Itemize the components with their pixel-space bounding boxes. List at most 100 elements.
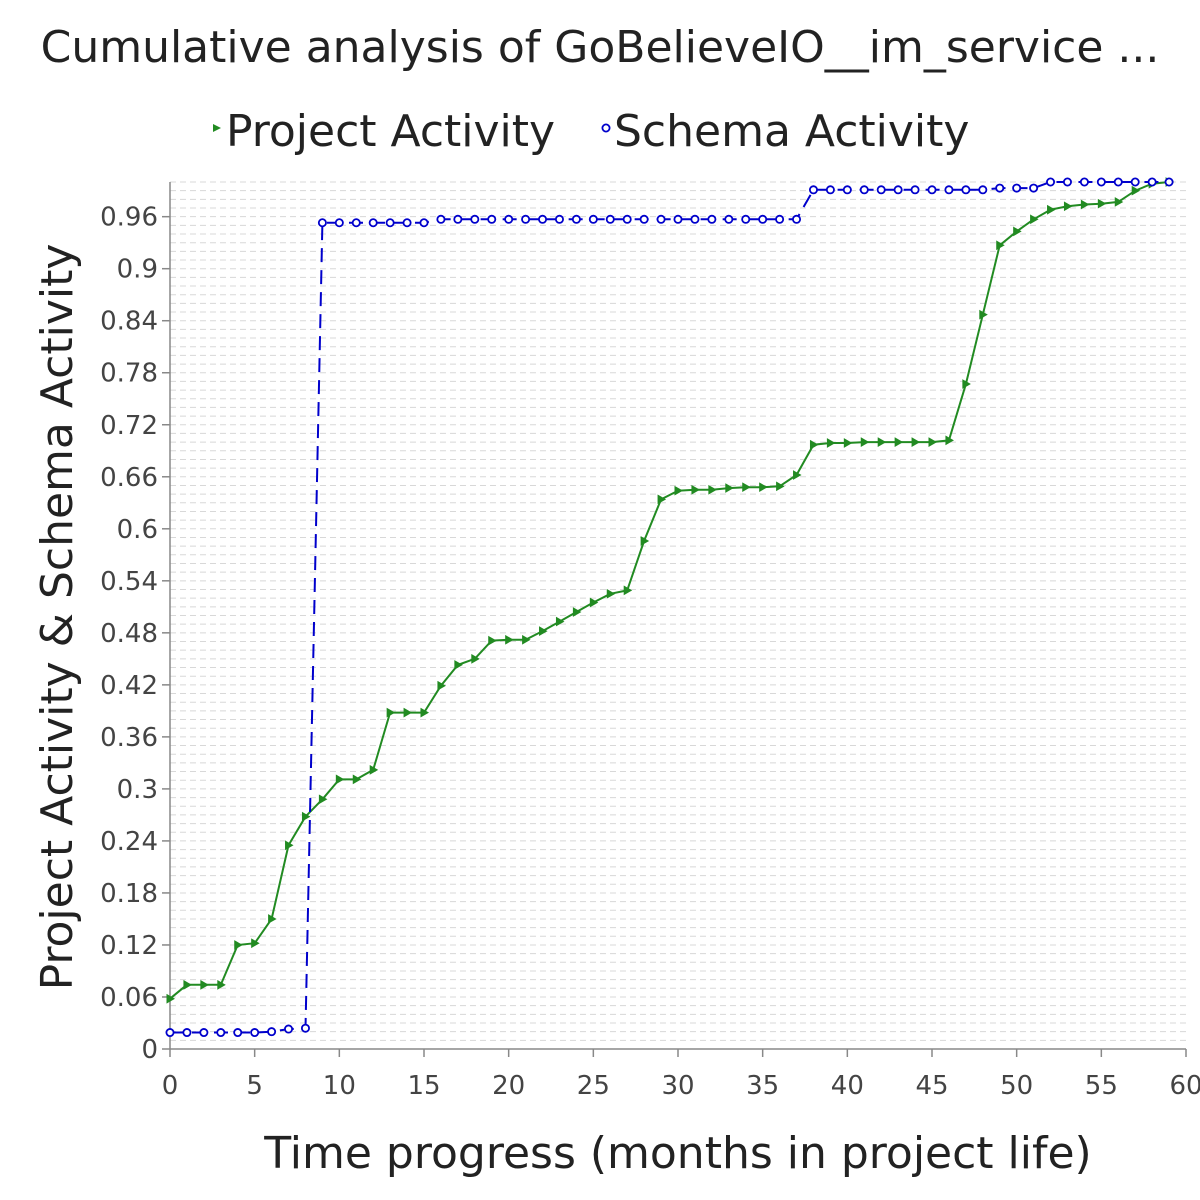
data-point-project-activity (369, 764, 379, 775)
data-point-schema-activity (267, 1027, 277, 1037)
data-point-project-activity (809, 439, 819, 450)
data-point-schema-activity (300, 1023, 310, 1033)
data-point-schema-activity (707, 214, 717, 224)
y-tick-label: 0.84 (100, 307, 158, 337)
data-point-schema-activity (656, 214, 666, 224)
data-point-project-activity (1063, 201, 1073, 212)
grid (170, 181, 1186, 1050)
data-point-project-activity (386, 707, 396, 718)
data-point-schema-activity (351, 218, 361, 228)
data-point-schema-activity (724, 214, 734, 224)
data-point-schema-activity (825, 185, 835, 195)
data-point-project-activity (183, 979, 192, 990)
series-layer (165, 177, 1175, 1038)
data-point-schema-activity (1012, 183, 1022, 193)
data-point-schema-activity (1164, 177, 1174, 187)
y-tick-label: 0.12 (100, 931, 158, 961)
y-tick-label: 0.18 (100, 879, 158, 909)
data-point-project-activity (911, 437, 921, 447)
data-point-schema-activity (385, 218, 395, 228)
x-axis-title: Time progress (months in project life) (263, 1128, 1091, 1179)
data-point-schema-activity (368, 218, 378, 228)
data-point-schema-activity (182, 1028, 192, 1038)
data-point-project-activity (657, 494, 667, 505)
y-tick-label: 0 (141, 1035, 158, 1065)
data-point-schema-activity (1046, 177, 1056, 187)
data-point-project-activity (945, 435, 954, 446)
data-point-schema-activity (1062, 177, 1072, 187)
y-tick-label: 0.3 (117, 775, 158, 805)
y-tick-label: 0.06 (100, 983, 158, 1013)
y-tick-label: 0.66 (100, 463, 158, 493)
legend-marker-project-activity (213, 124, 221, 132)
data-point-project-activity (860, 437, 870, 447)
data-point-schema-activity (334, 218, 344, 228)
data-point-project-activity (318, 794, 328, 805)
legend-label-project-activity: Project Activity (226, 106, 555, 157)
data-point-schema-activity (876, 185, 886, 195)
data-point-schema-activity (775, 214, 785, 224)
data-point-project-activity (894, 437, 904, 447)
data-point-project-activity (572, 607, 582, 617)
data-point-project-activity (217, 979, 226, 990)
data-point-schema-activity (233, 1028, 243, 1038)
data-point-project-activity (1131, 185, 1141, 196)
data-point-schema-activity (436, 214, 446, 224)
x-tick-label: 10 (323, 1071, 356, 1101)
data-point-schema-activity (792, 214, 802, 224)
data-point-project-activity (623, 585, 633, 596)
data-point-schema-activity (1079, 177, 1089, 187)
data-point-project-activity (826, 438, 836, 448)
x-tick-label: 40 (831, 1071, 864, 1101)
data-point-project-activity (268, 914, 277, 924)
data-point-project-activity (403, 707, 413, 718)
x-tick-label: 60 (1169, 1071, 1200, 1101)
y-axis-ticks: 0 0.06 0.12 0.18 0.24 0.3 0.36 0.42 0.48 0.54 0.6 0… (100, 203, 170, 1065)
data-point-schema-activity (893, 185, 903, 195)
y-tick-label: 0.96 (100, 203, 158, 233)
data-point-schema-activity (1113, 177, 1123, 187)
data-point-schema-activity (639, 214, 649, 224)
data-point-project-activity (725, 483, 734, 493)
data-point-project-activity (776, 481, 785, 492)
data-point-project-activity (539, 626, 548, 636)
data-point-schema-activity (758, 214, 768, 224)
data-point-schema-activity (961, 185, 971, 195)
data-point-project-activity (420, 707, 430, 718)
data-point-project-activity (1080, 199, 1090, 210)
data-point-schema-activity (690, 214, 700, 224)
data-point-project-activity (928, 437, 938, 447)
x-tick-label: 30 (661, 1071, 694, 1101)
data-point-project-activity (640, 536, 650, 546)
chart-title: Cumulative analysis of GoBelieveIO__im_s… (41, 22, 1160, 73)
x-tick-label: 25 (577, 1071, 610, 1101)
data-point-schema-activity (1130, 177, 1140, 187)
data-point-schema-activity (741, 214, 751, 224)
data-point-schema-activity (402, 218, 412, 228)
x-tick-label: 45 (915, 1071, 948, 1101)
data-point-schema-activity (995, 183, 1005, 193)
y-tick-label: 0.9 (117, 255, 158, 285)
x-tick-label: 35 (746, 1071, 779, 1101)
data-point-schema-activity (470, 214, 480, 224)
legend-item-schema-activity: Schema Activity (601, 106, 969, 157)
data-point-schema-activity (944, 185, 954, 195)
y-tick-label: 0.48 (100, 619, 158, 649)
data-point-schema-activity (622, 214, 632, 224)
data-point-project-activity (877, 437, 887, 447)
x-tick-label: 50 (1000, 1071, 1033, 1101)
y-axis-title: Project Activity & Schema Activity (32, 244, 83, 991)
y-tick-label: 0.78 (100, 359, 158, 389)
data-point-schema-activity (165, 1028, 175, 1038)
series-project-activity (166, 177, 1175, 1004)
data-point-project-activity (251, 938, 260, 949)
data-point-project-activity (200, 979, 209, 990)
y-tick-label: 0.72 (100, 411, 158, 441)
data-point-project-activity (555, 616, 565, 627)
data-point-schema-activity (842, 185, 852, 195)
legend-item-project-activity: Project Activity (213, 106, 555, 157)
data-point-project-activity (742, 482, 751, 493)
y-tick-label: 0.42 (100, 671, 158, 701)
